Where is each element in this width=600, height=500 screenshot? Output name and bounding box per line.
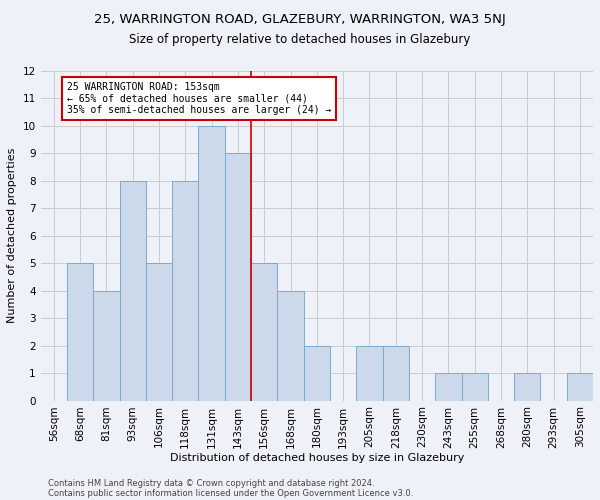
Text: Size of property relative to detached houses in Glazebury: Size of property relative to detached ho… [130,32,470,46]
Bar [567,373,593,400]
Bar [277,290,304,401]
Bar [225,154,251,400]
Bar [461,373,488,400]
Bar [304,346,330,401]
Bar [146,263,172,400]
Bar [199,126,225,400]
Bar [251,263,277,400]
Bar [435,373,461,400]
Y-axis label: Number of detached properties: Number of detached properties [7,148,17,324]
Text: Contains HM Land Registry data © Crown copyright and database right 2024.: Contains HM Land Registry data © Crown c… [48,478,374,488]
Text: 25, WARRINGTON ROAD, GLAZEBURY, WARRINGTON, WA3 5NJ: 25, WARRINGTON ROAD, GLAZEBURY, WARRINGT… [94,12,506,26]
Bar [67,263,93,400]
Bar [514,373,541,400]
Bar [383,346,409,401]
Bar [93,290,119,401]
Bar [356,346,383,401]
Text: Contains public sector information licensed under the Open Government Licence v3: Contains public sector information licen… [48,488,413,498]
Text: 25 WARRINGTON ROAD: 153sqm
← 65% of detached houses are smaller (44)
35% of semi: 25 WARRINGTON ROAD: 153sqm ← 65% of deta… [67,82,331,115]
Bar [119,181,146,400]
X-axis label: Distribution of detached houses by size in Glazebury: Distribution of detached houses by size … [170,453,464,463]
Bar [172,181,199,400]
